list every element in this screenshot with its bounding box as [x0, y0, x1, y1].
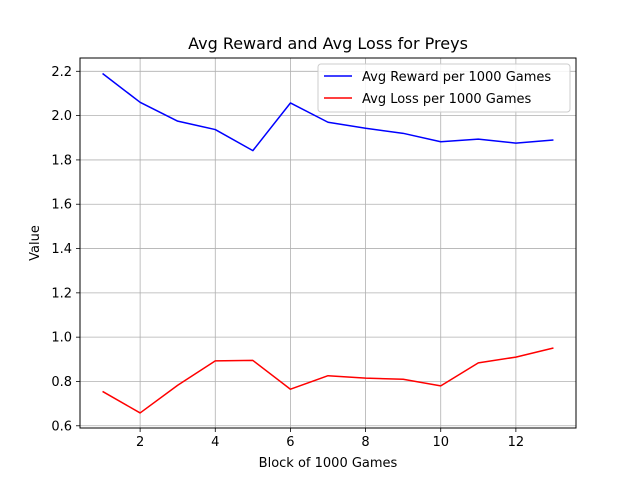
x-tick-label: 10: [432, 435, 449, 450]
plot-area: [80, 58, 576, 428]
y-tick-label: 0.8: [51, 375, 72, 390]
y-tick-label: 1.6: [51, 198, 72, 213]
x-tick-label: 6: [286, 435, 294, 450]
legend-label-loss: Avg Loss per 1000 Games: [362, 92, 532, 107]
y-tick-label: 1.8: [51, 153, 72, 168]
y-tick-label: 0.6: [51, 419, 72, 434]
series-lines: [102, 72, 554, 414]
y-axis-ticks: 0.6 0.8 1.0 1.2 1.4 1.6 1.8 2.0 2.2: [51, 65, 80, 434]
x-tick-label: 12: [508, 435, 525, 450]
legend-label-reward: Avg Reward per 1000 Games: [362, 70, 551, 85]
y-tick-label: 1.4: [51, 242, 72, 257]
x-tick-label: 8: [361, 435, 369, 450]
y-tick-label: 2.0: [51, 109, 72, 124]
x-tick-label: 4: [211, 435, 219, 450]
plot-frame: [79, 57, 577, 429]
legend: Avg Reward per 1000 Games Avg Loss per 1…: [317, 63, 571, 113]
y-tick-label: 2.2: [51, 65, 72, 80]
legend-box: [317, 63, 571, 113]
y-tick-label: 1.2: [51, 286, 72, 301]
x-tick-label: 2: [136, 435, 144, 450]
chart-title: Avg Reward and Avg Loss for Preys: [188, 34, 468, 53]
y-tick-label: 1.0: [51, 331, 72, 346]
series-line-loss: [102, 347, 554, 414]
x-axis-ticks: 2 4 6 8 10 12: [136, 428, 524, 450]
x-axis-label: Block of 1000 Games: [259, 456, 398, 471]
y-axis-label: Value: [28, 225, 43, 261]
series-line-reward: [102, 72, 554, 152]
